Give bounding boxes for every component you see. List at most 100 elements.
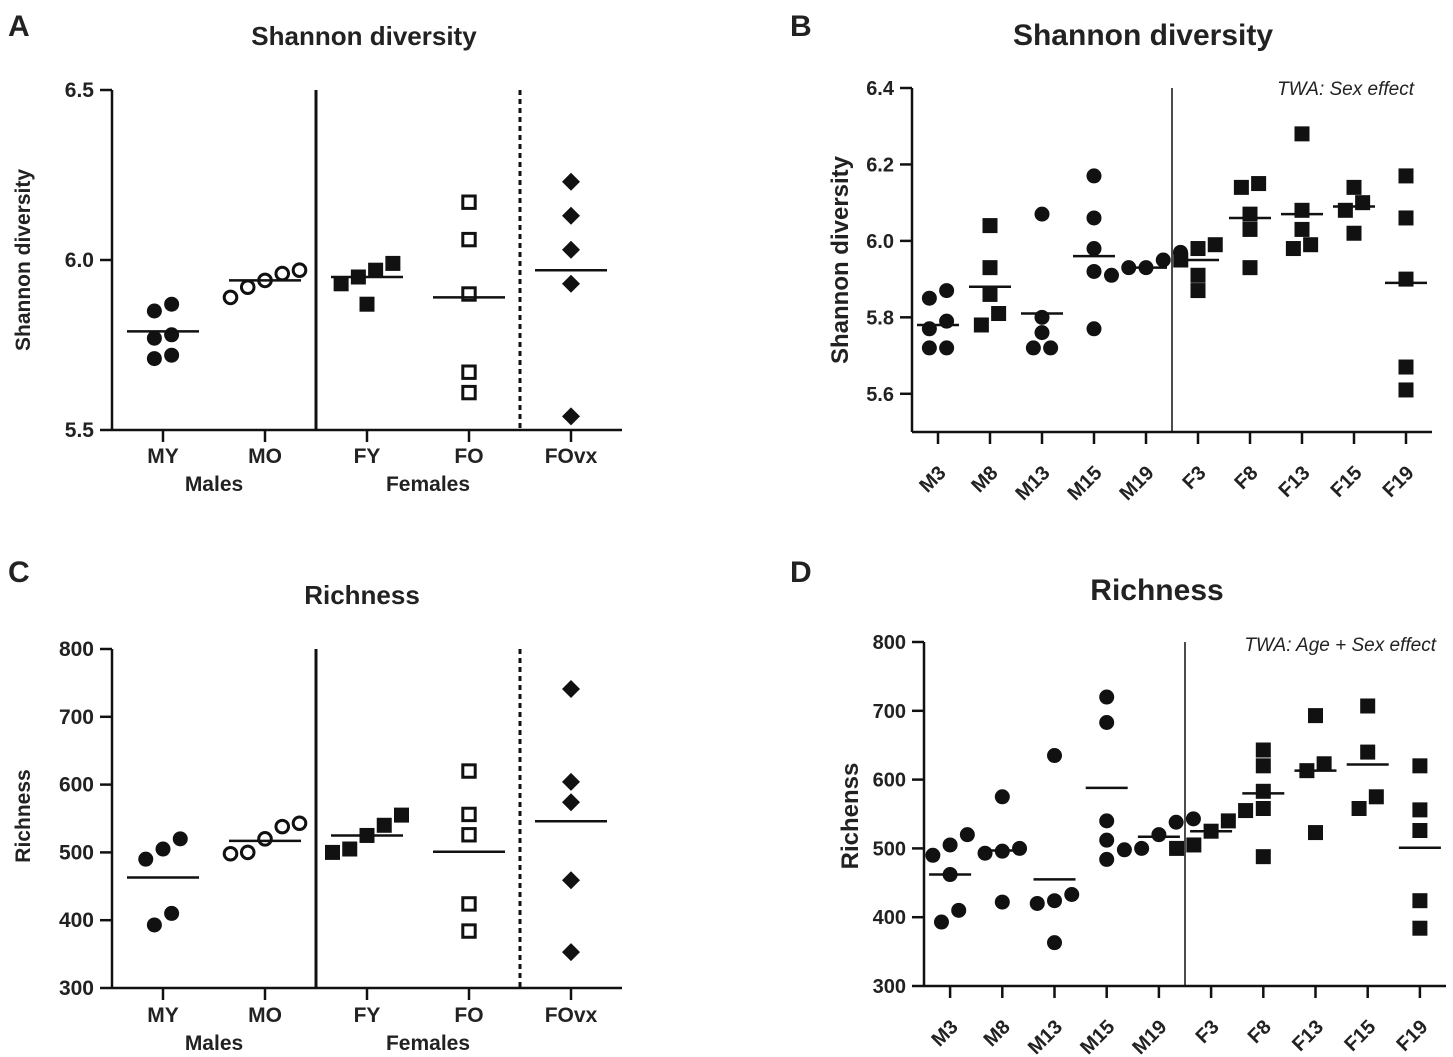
data-point-circle	[921, 321, 937, 337]
series-mo	[222, 815, 308, 862]
data-point-square	[1242, 206, 1258, 222]
series-fy	[325, 807, 409, 860]
x-tick-label: FOvx	[545, 1004, 598, 1027]
data-point-square	[1346, 179, 1362, 195]
data-point-circle	[239, 844, 256, 861]
data-point-square	[1398, 271, 1414, 287]
x-tick-label: FY	[354, 445, 381, 468]
y-tick-label: 800	[59, 638, 94, 661]
data-point-circle	[1025, 340, 1041, 356]
data-point-square	[1368, 789, 1384, 805]
data-point-square	[1398, 359, 1414, 375]
y-tick-label: 6.2	[866, 154, 894, 176]
x-tick-label: M8	[967, 462, 1002, 497]
data-point-square	[461, 364, 477, 380]
data-point-square	[461, 384, 477, 401]
data-point-circle	[925, 847, 941, 863]
series-f15	[1346, 698, 1389, 816]
data-point-diamond	[562, 793, 580, 812]
y-tick-label: 300	[873, 976, 906, 998]
x-tick-label: M15	[1076, 1016, 1119, 1057]
data-point-circle	[1086, 241, 1102, 257]
x-tick-label: MO	[248, 445, 282, 468]
panel-c: C Richness Richness 300 400 500 600 700 800 MY MO F…	[8, 556, 622, 1055]
data-point-circle	[1104, 267, 1119, 283]
data-point-square	[1412, 823, 1428, 839]
data-point-square	[1308, 708, 1323, 724]
panel-letter: C	[8, 556, 30, 589]
data-point-circle	[1086, 263, 1102, 279]
data-point-square	[461, 194, 477, 210]
data-point-square	[1190, 283, 1206, 299]
series-f19	[1385, 168, 1427, 398]
data-point-circle	[1047, 748, 1062, 764]
data-point-circle	[939, 313, 955, 329]
x-tick-label: M19	[1115, 462, 1158, 505]
data-point-circle	[1151, 827, 1167, 843]
data-point-square	[1238, 803, 1254, 819]
y-tick-label: 300	[59, 977, 94, 1000]
data-point-circle	[239, 279, 256, 296]
x-tick-label: M19	[1128, 1016, 1171, 1057]
x-tick-label: MY	[147, 445, 179, 468]
x-tick-label: M13	[1011, 462, 1054, 505]
series-f19	[1398, 758, 1441, 936]
data-point-square	[1294, 126, 1310, 142]
data-point-square	[1355, 195, 1371, 211]
series-f13	[1281, 126, 1323, 257]
x-tick-label: M13	[1024, 1016, 1067, 1057]
data-point-diamond	[562, 274, 580, 293]
data-point-square	[394, 807, 409, 823]
data-point-circle	[1064, 886, 1080, 902]
y-tick-label: 6.4	[866, 78, 895, 100]
data-point-square	[333, 276, 349, 292]
data-point-circle	[222, 845, 239, 862]
data-point-diamond	[562, 407, 580, 426]
data-point-square	[1360, 744, 1376, 760]
data-point-square	[461, 763, 477, 779]
data-point-square	[1294, 202, 1310, 218]
data-point-square	[1285, 241, 1301, 257]
series-m8	[977, 789, 1028, 910]
data-point-circle	[1099, 851, 1115, 867]
data-point-square	[1186, 837, 1202, 853]
data-point-square	[1255, 800, 1271, 816]
data-point-square	[461, 896, 477, 912]
data-point-circle	[1099, 714, 1115, 730]
data-point-square	[982, 218, 998, 234]
y-tick-label: 5.8	[866, 307, 894, 329]
y-tick-label: 5.5	[65, 419, 95, 442]
data-point-circle	[921, 340, 937, 356]
series-mo	[222, 262, 308, 306]
y-tick-label: 800	[873, 632, 906, 654]
x-tick-label: F19	[1393, 1016, 1433, 1056]
data-point-square	[461, 231, 477, 248]
series-m13	[1029, 748, 1080, 951]
data-point-circle	[164, 327, 180, 343]
x-tick-label: F19	[1379, 462, 1419, 502]
data-point-circle	[155, 841, 171, 857]
data-point-square	[1242, 260, 1258, 276]
x-tick-label: F15	[1327, 462, 1367, 502]
x-tick-label: F13	[1275, 462, 1315, 502]
data-point-square	[1242, 221, 1258, 237]
series-m3	[925, 827, 975, 930]
data-point-square	[1255, 783, 1271, 799]
data-point-circle	[164, 296, 180, 312]
data-point-circle	[939, 283, 955, 299]
data-point-square	[1207, 237, 1223, 253]
y-axis-label: Shannon diversity	[12, 169, 35, 351]
data-point-circle	[1099, 689, 1115, 705]
data-point-square	[1351, 800, 1367, 816]
data-point-square	[359, 296, 375, 312]
data-point-circle	[1043, 340, 1059, 356]
data-point-circle	[1134, 840, 1150, 856]
series-f3	[1173, 237, 1223, 299]
series-my	[127, 296, 199, 367]
data-point-square	[1190, 267, 1206, 283]
test-annotation: TWA: Sex effect	[1277, 79, 1415, 100]
data-point-circle	[222, 289, 239, 306]
data-point-circle	[951, 902, 967, 918]
data-point-circle	[172, 831, 188, 847]
chart-title: Richness	[1090, 574, 1223, 607]
